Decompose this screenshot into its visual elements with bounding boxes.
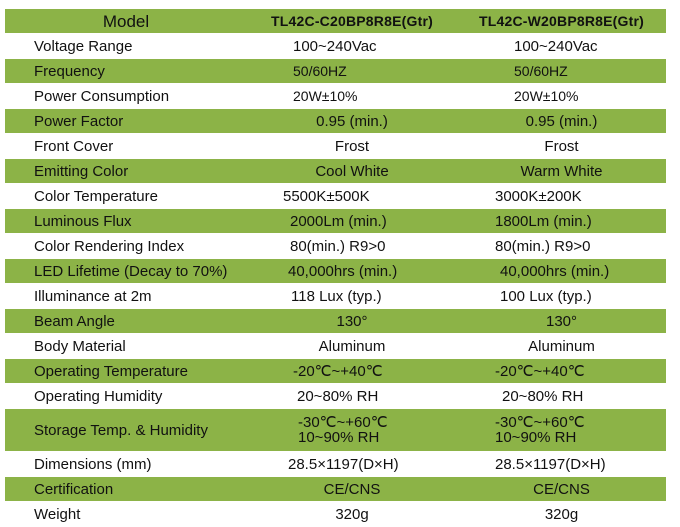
row-body-material: Body Material Aluminum Aluminum — [5, 333, 666, 359]
header-label: Model — [5, 8, 247, 34]
value-a: Frost — [247, 133, 457, 159]
row-label: Body Material — [5, 333, 247, 359]
row-label: Luminous Flux — [5, 208, 247, 234]
row-label: Emitting Color — [5, 158, 247, 184]
value-a-line-1: -30℃~+60℃ — [298, 414, 388, 431]
row-label: Weight — [5, 501, 247, 527]
row-operating-temperature: Operating Temperature -20℃~+40℃ -20℃~+40… — [5, 358, 666, 384]
row-label: Operating Temperature — [5, 358, 247, 384]
value-a: 5500K±500K — [247, 183, 457, 209]
value-a: 20~80% RH — [247, 383, 457, 409]
row-label: Power Factor — [5, 108, 247, 134]
value-a: -20℃~+40℃ — [247, 358, 457, 384]
row-power-factor: Power Factor 0.95 (min.) 0.95 (min.) — [5, 108, 666, 134]
row-label: Voltage Range — [5, 33, 247, 59]
row-power-consumption: Power Consumption 20W±10% 20W±10% — [5, 83, 666, 109]
value-b: 80(min.) R9>0 — [457, 233, 666, 259]
row-frequency: Frequency 50/60HZ 50/60HZ — [5, 58, 666, 84]
value-a: -30℃~+60℃ 10~90% RH — [247, 408, 457, 452]
value-a: 100~240Vac — [247, 33, 457, 59]
value-b: 50/60HZ — [457, 58, 666, 84]
value-b: 320g — [457, 501, 666, 527]
value-b: 3000K±200K — [457, 183, 666, 209]
row-label: Dimensions (mm) — [5, 451, 247, 477]
value-b: 130° — [457, 308, 666, 334]
value-b: 28.5×1197(D×H) — [457, 451, 666, 477]
value-b: 20W±10% — [457, 83, 666, 109]
value-b: -20℃~+40℃ — [457, 358, 666, 384]
value-b: Frost — [457, 133, 666, 159]
row-weight: Weight 320g 320g — [5, 501, 666, 527]
row-label: Operating Humidity — [5, 383, 247, 409]
value-a: Cool White — [247, 158, 457, 184]
value-a: 50/60HZ — [247, 58, 457, 84]
value-b: 100 Lux (typ.) — [457, 283, 666, 309]
row-label: LED Lifetime (Decay to 70%) — [5, 258, 247, 284]
header-row: Model TL42C-C20BP8R8E(Gtr) TL42C-W20BP8R… — [5, 8, 666, 34]
value-a: 20W±10% — [247, 83, 457, 109]
row-illuminance: Illuminance at 2m 118 Lux (typ.) 100 Lux… — [5, 283, 666, 309]
value-b: CE/CNS — [457, 476, 666, 502]
row-color-rendering-index: Color Rendering Index 80(min.) R9>0 80(m… — [5, 233, 666, 259]
spec-table: Model TL42C-C20BP8R8E(Gtr) TL42C-W20BP8R… — [5, 8, 666, 527]
row-label: Power Consumption — [5, 83, 247, 109]
row-front-cover: Front Cover Frost Frost — [5, 133, 666, 159]
row-label: Color Rendering Index — [5, 233, 247, 259]
value-a: Aluminum — [247, 333, 457, 359]
value-a: 0.95 (min.) — [247, 108, 457, 134]
value-b: Warm White — [457, 158, 666, 184]
value-a-line-2: 10~90% RH — [298, 429, 380, 446]
value-b: 1800Lm (min.) — [457, 208, 666, 234]
row-dimensions: Dimensions (mm) 28.5×1197(D×H) 28.5×1197… — [5, 451, 666, 477]
value-a: 80(min.) R9>0 — [247, 233, 457, 259]
row-certification: Certification CE/CNS CE/CNS — [5, 476, 666, 502]
value-b: 20~80% RH — [457, 383, 666, 409]
value-b: 0.95 (min.) — [457, 108, 666, 134]
value-a: 28.5×1197(D×H) — [247, 451, 457, 477]
row-label: Storage Temp. & Humidity — [5, 408, 247, 452]
value-a: CE/CNS — [247, 476, 457, 502]
value-a: 130° — [247, 308, 457, 334]
header-model-a: TL42C-C20BP8R8E(Gtr) — [247, 8, 457, 34]
value-b: 40,000hrs (min.) — [457, 258, 666, 284]
value-a: 2000Lm (min.) — [247, 208, 457, 234]
row-label: Frequency — [5, 58, 247, 84]
row-led-lifetime: LED Lifetime (Decay to 70%) 40,000hrs (m… — [5, 258, 666, 284]
row-luminous-flux: Luminous Flux 2000Lm (min.) 1800Lm (min.… — [5, 208, 666, 234]
row-storage-temp-humidity: Storage Temp. & Humidity -30℃~+60℃ 10~90… — [5, 408, 666, 452]
row-beam-angle: Beam Angle 130° 130° — [5, 308, 666, 334]
value-a: 118 Lux (typ.) — [247, 283, 457, 309]
row-operating-humidity: Operating Humidity 20~80% RH 20~80% RH — [5, 383, 666, 409]
value-a: 40,000hrs (min.) — [247, 258, 457, 284]
row-emitting-color: Emitting Color Cool White Warm White — [5, 158, 666, 184]
value-b: Aluminum — [457, 333, 666, 359]
value-b: 100~240Vac — [457, 33, 666, 59]
value-b: -30℃~+60℃ 10~90% RH — [457, 408, 666, 452]
value-b-line-1: -30℃~+60℃ — [495, 414, 585, 431]
row-color-temperature: Color Temperature 5500K±500K 3000K±200K — [5, 183, 666, 209]
header-model-b: TL42C-W20BP8R8E(Gtr) — [457, 8, 666, 34]
value-a: 320g — [247, 501, 457, 527]
row-label: Certification — [5, 476, 247, 502]
row-label: Illuminance at 2m — [5, 283, 247, 309]
value-b-line-2: 10~90% RH — [495, 429, 577, 446]
row-label: Color Temperature — [5, 183, 247, 209]
row-label: Beam Angle — [5, 308, 247, 334]
row-label: Front Cover — [5, 133, 247, 159]
row-voltage-range: Voltage Range 100~240Vac 100~240Vac — [5, 33, 666, 59]
